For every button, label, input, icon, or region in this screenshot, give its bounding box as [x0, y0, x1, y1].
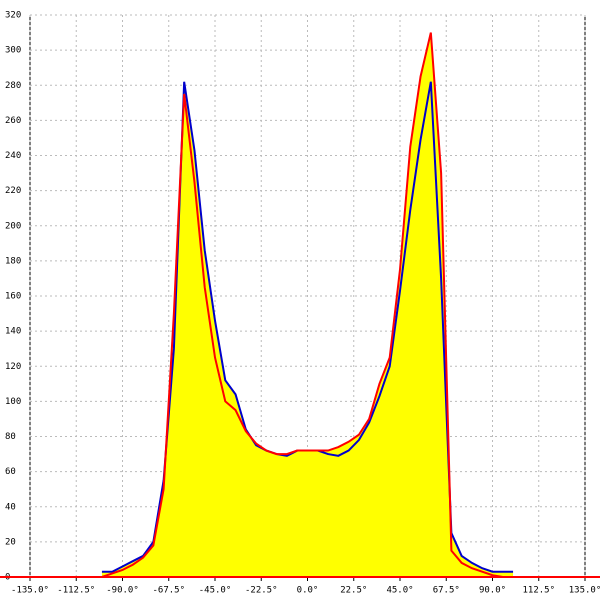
y-tick-label: 220: [5, 186, 21, 196]
x-tick-label: 135.0°: [569, 586, 600, 596]
x-tick-label: 67.5°: [433, 586, 460, 596]
y-tick-label: 240: [5, 151, 21, 161]
y-tick-label: 60: [5, 467, 16, 477]
y-tick-label: 280: [5, 81, 21, 91]
x-tick-label: 90.0°: [479, 586, 506, 596]
y-tick-label: 200: [5, 221, 21, 231]
y-tick-label: 100: [5, 397, 21, 407]
x-tick-label: 22.5°: [340, 586, 367, 596]
series-line: [101, 32, 514, 578]
y-tick-label: 20: [5, 537, 16, 547]
x-tick-label: 112.5°: [522, 586, 555, 596]
y-tick-label: 140: [5, 327, 21, 337]
x-tick-label: 0.0°: [297, 586, 319, 596]
y-tick-label: 40: [5, 502, 16, 512]
y-tick-label: 80: [5, 432, 16, 442]
x-tick-label: -67.5°: [152, 586, 185, 596]
y-tick-label: 120: [5, 362, 21, 372]
y-tick-label: 160: [5, 292, 21, 302]
x-tick-label: -22.5°: [245, 586, 278, 596]
x-tick-label: -135.0°: [11, 586, 49, 596]
x-tick-label: -112.5°: [57, 586, 95, 596]
y-tick-label: 180: [5, 256, 21, 266]
y-tick-label: 260: [5, 116, 21, 126]
x-tick-label: 45.0°: [386, 586, 413, 596]
y-tick-label: 300: [5, 46, 21, 56]
area-fill: [101, 32, 514, 577]
x-tick-label: -90.0°: [106, 586, 139, 596]
x-tick-label: -45.0°: [199, 586, 232, 596]
y-tick-label: 320: [5, 11, 21, 21]
